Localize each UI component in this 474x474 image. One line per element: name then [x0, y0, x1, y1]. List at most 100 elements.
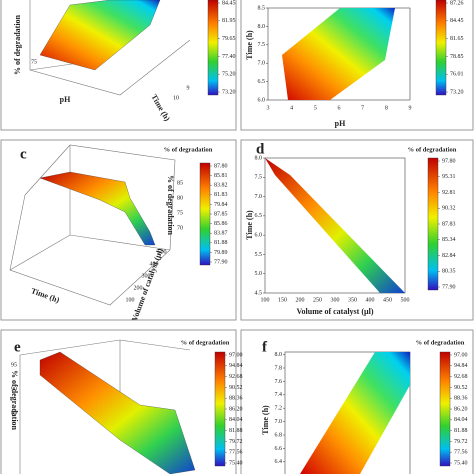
y-tick-label: 7.5	[258, 42, 266, 48]
x-tick-label: 400	[366, 297, 375, 303]
x-tick-label: 150	[278, 297, 287, 303]
colorbar	[427, 157, 439, 291]
colorbar-tick-label: 81.95	[222, 18, 236, 24]
colorbar-tick-label: 73.20	[450, 89, 464, 95]
colorbar-tick-label: 73.20	[222, 89, 236, 95]
z-tick-label: 75	[31, 59, 37, 65]
z-axis-label: % of degradation	[13, 14, 22, 75]
y-tick-label: 7.5	[255, 175, 263, 181]
surface-a	[29, 0, 191, 96]
colorbar-tick-label: 76.01	[450, 72, 464, 78]
colorbar-tick-label: 94.84	[454, 363, 468, 369]
z-tick-label: 95	[11, 362, 17, 368]
colorbar-tick-label: 97.00	[454, 352, 468, 358]
y-axis-label: Time (h)	[245, 210, 254, 240]
colorbar-tick-label: 79.65	[222, 36, 236, 42]
panel-frame	[240, 0, 474, 131]
y-tick-label: 9	[187, 85, 190, 91]
x-axis-label: Time (h)	[30, 286, 61, 305]
y-tick-label: 5.0	[255, 271, 263, 277]
y-tick-label: 6.0	[255, 233, 263, 239]
colorbar-tick-label: 82.84	[442, 253, 456, 259]
contour-d	[264, 157, 406, 294]
y-tick-label: 6.5	[258, 79, 266, 85]
colorbar-tick-label: 81.83	[214, 192, 228, 198]
colorbar-tick-label: 81.88	[229, 428, 243, 434]
x-axis-label: pH	[335, 119, 346, 128]
colorbar-title: % of degradation	[181, 339, 230, 346]
colorbar-tick-label: 77.56	[454, 450, 468, 456]
y-tick-label: 7.0	[255, 194, 263, 200]
colorbar-tick-label: 92.68	[229, 374, 243, 380]
y-tick-label: 5.5	[255, 252, 263, 258]
y-tick-label: 8.0	[255, 155, 263, 161]
colorbar	[199, 162, 211, 266]
colorbar-tick-label: 83.82	[214, 183, 228, 189]
colorbar-tick-label: 77.90	[214, 259, 228, 265]
panel-label: e	[14, 339, 21, 355]
y-tick-label: 100	[126, 297, 135, 303]
y-tick-label: 6.6	[275, 446, 283, 452]
x-tick-label: 7	[361, 105, 364, 111]
colorbar	[214, 351, 226, 467]
colorbar-tick-label: 80.35	[442, 269, 456, 275]
colorbar	[439, 351, 451, 467]
x-tick-label: 450	[383, 297, 392, 303]
colorbar-tick-label: 78.85	[450, 54, 464, 60]
colorbar-title: % of degradation	[164, 146, 213, 153]
panel-frame	[0, 139, 237, 321]
x-tick-label: 300	[331, 297, 340, 303]
colorbar-tick-label: 84.45	[222, 0, 236, 6]
y-tick-label: 7.0	[275, 419, 283, 425]
z-tick-label: 85	[177, 180, 183, 186]
panel-label: f	[262, 339, 268, 355]
y-tick-label: 8.5	[258, 5, 266, 11]
colorbar-tick-label: 87.85	[214, 211, 228, 217]
y-axis-label: Time (h)	[149, 93, 172, 123]
y-tick-label: 7.8	[275, 365, 283, 371]
colorbar-tick-label: 79.72	[454, 439, 468, 445]
contour-f	[284, 351, 411, 474]
panel-label: c	[20, 146, 27, 162]
colorbar-tick-label: 92.81	[442, 190, 456, 196]
colorbar-tick-label: 92.68	[454, 374, 468, 380]
colorbar-tick-label: 87.80	[214, 163, 228, 169]
z-tick-label: 85	[11, 410, 17, 416]
colorbar-tick-label: 90.52	[229, 385, 243, 391]
colorbar-tick-label: 81.65	[450, 36, 464, 42]
x-tick-label: 9	[409, 105, 412, 111]
colorbar-tick-label: 97.80	[442, 158, 456, 164]
x-tick-label: 6	[338, 105, 341, 111]
y-tick-label: 6.4	[275, 459, 283, 465]
colorbar-tick-label: 90.52	[454, 385, 468, 391]
panel-frame	[0, 0, 237, 131]
colorbar-tick-label: 83.87	[214, 231, 228, 237]
y-tick-label: 7.6	[275, 379, 283, 385]
colorbar-tick-label: 94.84	[229, 363, 243, 369]
colorbar-tick-label: 79.89	[214, 250, 228, 256]
colorbar-tick-label: 95.31	[442, 174, 456, 180]
y-tick-label: 6.8	[275, 432, 283, 438]
x-tick-label: 100	[261, 297, 270, 303]
colorbar-tick-label: 75.40	[229, 460, 243, 466]
y-tick-label: 500	[158, 249, 167, 255]
colorbar-tick-label: 81.88	[454, 428, 468, 434]
x-tick-label: 4	[290, 105, 293, 111]
y-tick-label: 400	[150, 261, 159, 267]
y-tick-label: 10	[173, 95, 179, 101]
colorbar	[207, 0, 219, 96]
x-tick-label: 5	[314, 105, 317, 111]
y-tick-label: 200	[134, 285, 143, 291]
z-axis-label: % of degradation	[10, 370, 19, 431]
colorbar-tick-label: 77.90	[442, 284, 456, 290]
z-tick-label: 90	[11, 386, 17, 392]
colorbar-tick-label: 88.36	[229, 396, 243, 402]
contour-b	[267, 7, 411, 101]
y-tick-label: 300	[142, 273, 151, 279]
y-tick-label: 6.0	[258, 97, 266, 103]
colorbar-tick-label: 87.26	[450, 0, 464, 6]
panel-frame	[240, 139, 474, 321]
y-axis-label: Time (h)	[261, 405, 270, 435]
colorbar-tick-label: 84.04	[454, 417, 468, 423]
